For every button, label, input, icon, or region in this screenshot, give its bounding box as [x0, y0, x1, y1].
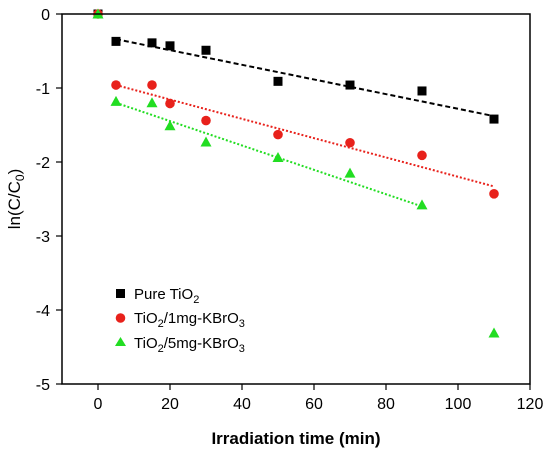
x-tick-label: 80 [377, 396, 395, 413]
y-tick-label: 0 [41, 7, 50, 24]
data-point-series-1 [201, 115, 211, 126]
data-point-series-2 [272, 152, 284, 163]
data-point-series-0 [147, 38, 157, 48]
x-axis-label: Irradiation time (min) [211, 429, 380, 448]
y-tick-label: -1 [36, 81, 50, 98]
x-tick-label: 120 [517, 396, 544, 413]
y-axis-label: ln(C/C0) [5, 169, 27, 230]
legend-label-pure-tio2: Pure TiO2 [134, 286, 199, 306]
data-point-series-0 [417, 86, 427, 96]
legend-marker-square [116, 289, 125, 298]
data-point-series-2 [164, 120, 176, 131]
y-tick-label: -2 [36, 155, 50, 172]
legend-marker-circle [115, 313, 126, 323]
x-axis-ticks: 0 20 40 60 80 100 120 [94, 384, 544, 413]
legend-label-tio2-1mg: TiO2/1mg-KBrO3 [134, 310, 245, 330]
legend: Pure TiO2 TiO2/1mg-KBrO3 TiO2/5mg-KBrO3 [115, 286, 245, 355]
data-point-series-2 [344, 167, 356, 178]
legend-item-tio2-1mg: TiO2/1mg-KBrO3 [115, 310, 245, 330]
legend-item-tio2-5mg: TiO2/5mg-KBrO3 [115, 335, 245, 355]
data-points [92, 8, 500, 338]
data-point-series-1 [345, 137, 355, 148]
data-point-series-2 [200, 136, 212, 147]
data-point-series-1 [273, 129, 283, 140]
legend-item-pure-tio2: Pure TiO2 [116, 286, 199, 306]
data-point-series-1 [147, 80, 157, 90]
legend-marker-triangle [115, 337, 126, 346]
data-point-series-0 [165, 41, 175, 51]
data-point-series-0 [345, 80, 355, 90]
y-tick-label: -3 [36, 229, 50, 246]
fit-lines [115, 38, 495, 208]
x-tick-label: 20 [161, 396, 179, 413]
data-point-series-0 [201, 45, 211, 55]
plot-area-frame [61, 13, 531, 385]
y-tick-label: -4 [36, 303, 50, 320]
data-point-series-1 [111, 80, 121, 90]
fit-line-series-2 [115, 101, 423, 208]
data-point-series-0 [489, 114, 499, 124]
data-point-series-1 [417, 150, 427, 161]
fit-line-series-1 [115, 84, 495, 188]
data-point-series-2 [146, 97, 158, 108]
data-point-series-0 [111, 36, 121, 46]
data-point-series-1 [489, 189, 499, 199]
y-axis-label-close: ) [5, 169, 24, 175]
data-point-series-2 [488, 327, 500, 338]
fit-line-series-0 [115, 38, 495, 118]
x-tick-label: 40 [233, 396, 251, 413]
y-tick-label: -5 [36, 377, 50, 394]
y-axis-ticks: 0 -1 -2 -3 -4 -5 [36, 7, 62, 394]
legend-label-tio2-5mg: TiO2/5mg-KBrO3 [134, 335, 245, 355]
data-point-series-2 [110, 95, 122, 106]
data-point-series-0 [273, 76, 283, 86]
x-tick-label: 0 [94, 396, 103, 413]
y-axis-label-subscript: 0 [13, 174, 27, 181]
x-tick-label: 100 [445, 396, 472, 413]
x-tick-label: 60 [305, 396, 323, 413]
y-axis-label-main: ln(C/C [5, 181, 24, 229]
data-point-series-2 [416, 199, 428, 210]
data-point-series-1 [165, 98, 175, 109]
